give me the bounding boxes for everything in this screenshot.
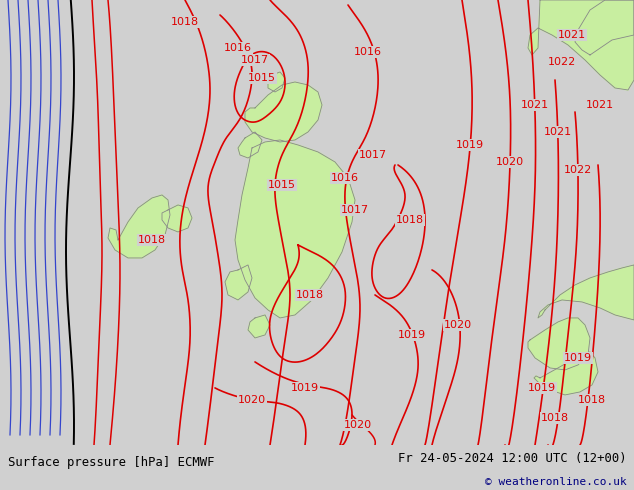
Text: 1019: 1019 [398,330,426,340]
Text: Fr 24-05-2024 12:00 UTC (12+00): Fr 24-05-2024 12:00 UTC (12+00) [398,452,626,465]
Text: 1020: 1020 [496,157,524,167]
Polygon shape [268,72,285,92]
Polygon shape [528,318,590,370]
Text: 1018: 1018 [541,413,569,423]
Text: 1018: 1018 [296,290,324,300]
Polygon shape [225,265,252,300]
Polygon shape [538,265,634,320]
Polygon shape [248,315,270,338]
Text: 1021: 1021 [558,30,586,40]
Text: 1018: 1018 [171,17,199,27]
Text: 1015: 1015 [248,73,276,83]
Text: 1017: 1017 [241,55,269,65]
Text: 1020: 1020 [444,320,472,330]
Polygon shape [162,205,192,232]
Text: Surface pressure [hPa] ECMWF: Surface pressure [hPa] ECMWF [8,456,214,468]
Text: 1016: 1016 [354,47,382,57]
Text: 1020: 1020 [344,420,372,430]
Polygon shape [238,132,262,158]
Text: 1019: 1019 [456,140,484,150]
Polygon shape [528,0,634,90]
Polygon shape [235,140,355,318]
Text: 1022: 1022 [548,57,576,67]
Text: 1018: 1018 [578,395,606,405]
Text: 1021: 1021 [544,127,572,137]
Text: © weatheronline.co.uk: © weatheronline.co.uk [484,477,626,487]
Polygon shape [108,195,170,258]
Text: 1017: 1017 [341,205,369,215]
Text: 1016: 1016 [331,173,359,183]
Polygon shape [575,0,634,55]
Text: 1022: 1022 [564,165,592,175]
Text: 1016: 1016 [224,43,252,53]
Polygon shape [245,82,322,142]
Text: 1019: 1019 [564,353,592,363]
Text: 1021: 1021 [586,100,614,110]
Text: 1018: 1018 [396,215,424,225]
Text: 1020: 1020 [238,395,266,405]
Text: 1018: 1018 [138,235,166,245]
Text: 1015: 1015 [268,180,296,190]
Text: 1019: 1019 [291,383,319,393]
Text: 1017: 1017 [359,150,387,160]
Polygon shape [534,352,598,395]
Text: 1019: 1019 [528,383,556,393]
Text: 1021: 1021 [521,100,549,110]
